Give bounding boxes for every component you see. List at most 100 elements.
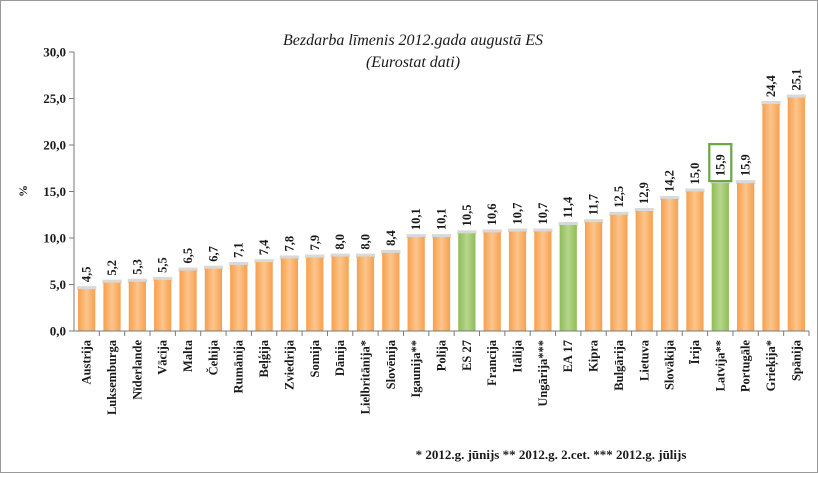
bar-čehija [204,268,223,331]
bar-ungārija [534,231,552,331]
x-tick-label: Latvija** [713,340,727,391]
bar-beļģija [255,262,273,331]
y-tick-label: 5,0 [50,277,66,292]
x-tick-label: Lietuva [637,339,651,381]
data-label: 11,7 [587,194,601,215]
bar-nīderlande [128,281,146,331]
x-tick-label: Austrija [80,339,94,384]
x-axis: Austrija Luksemburga Nīderlande Vācija Malta… [80,331,810,415]
data-label: 7,4 [257,239,271,255]
data-label: 8,0 [358,234,372,250]
data-label: 5,3 [130,259,144,275]
bars [77,94,806,331]
bar-rumānija [230,264,248,331]
x-tick-label: Malta [181,339,195,372]
x-tick-label: Francija [485,339,499,386]
data-label: 25,1 [789,69,803,91]
bar-shadow [330,253,350,258]
bar-slovēnija [382,252,400,331]
data-label: 24,4 [764,74,778,97]
data-label: 12,9 [637,182,651,204]
x-tick-label: Ungārija*** [536,340,550,407]
y-tick-label: 20,0 [43,138,66,153]
x-tick-label: Vācija [156,339,170,374]
y-tick-label: 25,0 [43,91,66,106]
x-tick-label: Īrija [688,339,702,364]
data-label: 8,4 [384,230,398,246]
bar-shadow [355,253,376,258]
data-labels: 4,5 5,2 5,3 5,5 6,5 6,7 7,1 7,4 7,8 7,9 8,0 8,0 8,4 1… [80,69,804,282]
bar-itālija [508,231,527,331]
data-label: 15,9 [739,154,753,176]
bar-shadow [254,259,274,264]
data-label: 11,4 [561,196,575,218]
bar-lielbritānija [356,256,375,331]
bar-portugāle [737,183,755,331]
x-tick-label: Čehija [206,339,220,375]
bar-francija [483,232,501,331]
bar-shadow [736,180,756,185]
bar-spānija [787,97,805,331]
bar-vācija [154,279,172,331]
x-tick-label: Luksemburga [105,339,119,415]
data-label: 5,5 [156,257,170,273]
bar-igaunija [407,237,425,331]
latvia-highlight-box [708,143,733,183]
bar-shadow [381,249,401,254]
y-axis-label: % [16,185,30,197]
bar-es-27 [458,233,476,331]
bar-shadow [609,211,629,216]
x-tick-label: Igaunija** [409,340,423,398]
data-label: 14,2 [663,170,677,192]
x-tick-label: Somija [308,339,322,377]
x-tick-label: Zviedrija [282,339,296,390]
chart-title: Bezdarba līmenis 2012.gada augustā ES [283,32,543,49]
bar-dānija [331,256,349,331]
y-axis: 0,0 5,0 10,0 15,0 20,0 25,0 30,0 [43,45,74,339]
data-label: 10,7 [536,203,550,225]
data-label: 10,6 [485,204,499,226]
bar-shadow [153,276,173,281]
data-label: 5,2 [105,260,119,276]
bar-shadow [786,94,806,99]
bar-shadow [659,195,680,200]
bar-shadow [533,228,553,233]
data-label: 10,1 [435,208,449,230]
bar-shadow [102,279,122,284]
bar-polija [432,237,451,331]
x-tick-label: Rumānija [232,339,246,393]
bar-slovākija [660,198,679,331]
data-label: 6,7 [206,246,220,262]
bar-bulgārija [610,214,628,331]
data-label: 6,5 [181,248,195,264]
chart-subtitle: (Eurostat dati) [366,54,460,71]
bar-shadow [761,101,781,106]
bar-shadow [482,229,502,234]
bar-latvija [711,183,729,331]
x-tick-label: Kipra [587,339,601,372]
x-tick-label: Lielbritānija* [358,340,372,414]
bar-shadow [178,267,198,272]
bar-shadow [583,219,604,224]
data-label: 8,0 [333,234,347,250]
x-tick-label: Bulgārija [612,339,626,390]
data-label: 4,5 [80,267,94,283]
bar-shadow [634,208,654,213]
x-tick-label: Beļģija [257,339,272,377]
data-label: 10,5 [460,204,474,226]
x-tick-label: Nīderlande [130,340,144,400]
x-tick-label: ES 27 [460,340,474,371]
data-label: 15,0 [688,163,702,185]
data-label: 10,7 [511,203,525,225]
bar-luksemburga [103,282,121,331]
bar-grieķija [762,104,780,331]
y-tick-label: 0,0 [50,324,66,339]
y-tick-label: 15,0 [43,184,66,199]
bar-shadow [279,255,300,260]
data-label: 12,5 [612,186,626,208]
bar-īrija [686,191,704,331]
bar-shadow [457,230,477,235]
chart-footnote: * 2012.g. jūnijs ** 2012.g. 2.cet. *** 2… [416,447,687,462]
x-tick-label: Slovākija [663,339,677,390]
